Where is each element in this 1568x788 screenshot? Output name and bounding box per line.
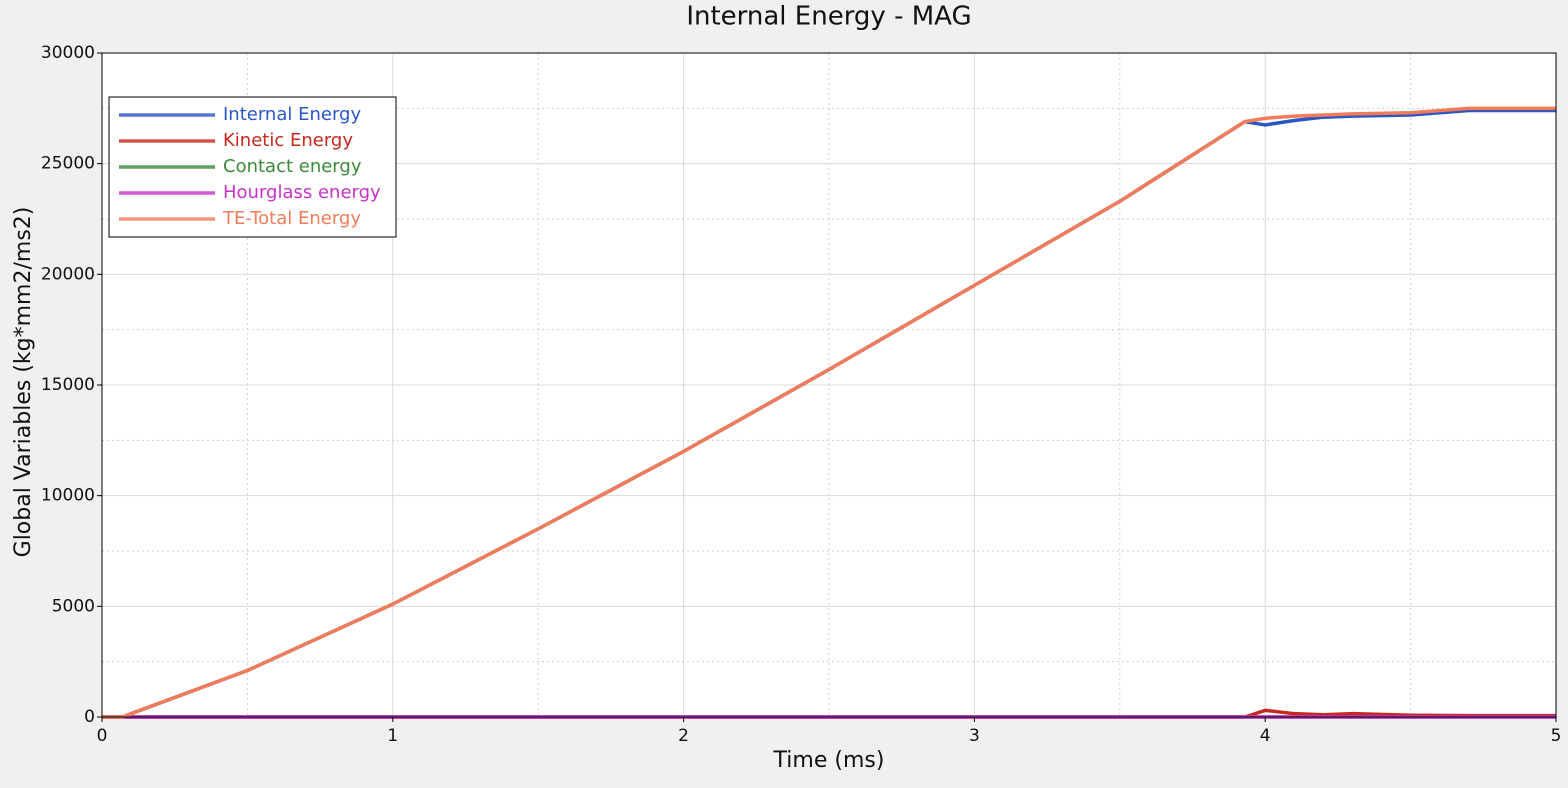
x-tick-label: 0 <box>97 726 108 746</box>
y-tick-label: 0 <box>84 707 95 727</box>
chart-title: Internal Energy - MAG <box>686 2 971 32</box>
series-line <box>102 106 1556 719</box>
x-tick-label: 5 <box>1551 726 1562 746</box>
legend-label: Hourglass energy <box>223 182 381 203</box>
legend-label: TE-Total Energy <box>222 208 361 229</box>
y-axis-title: Global Variables (kg*mm2/ms2) <box>11 207 36 558</box>
y-tick-label: 10000 <box>41 486 95 506</box>
x-tick-label: 4 <box>1260 726 1271 746</box>
legend-label: Internal Energy <box>223 104 361 125</box>
y-tick-label: 20000 <box>41 264 95 284</box>
x-tick-label: 3 <box>969 726 980 746</box>
y-tick-label: 30000 <box>41 43 95 63</box>
legend-label: Kinetic Energy <box>223 130 353 151</box>
y-tick-label: 25000 <box>41 154 95 174</box>
x-tick-label: 2 <box>678 726 689 746</box>
x-tick-label: 1 <box>387 726 398 746</box>
x-axis-title: Time (ms) <box>773 748 885 773</box>
y-tick-label: 5000 <box>52 596 95 616</box>
y-tick-label: 15000 <box>41 375 95 395</box>
legend-label: Contact energy <box>223 156 362 177</box>
